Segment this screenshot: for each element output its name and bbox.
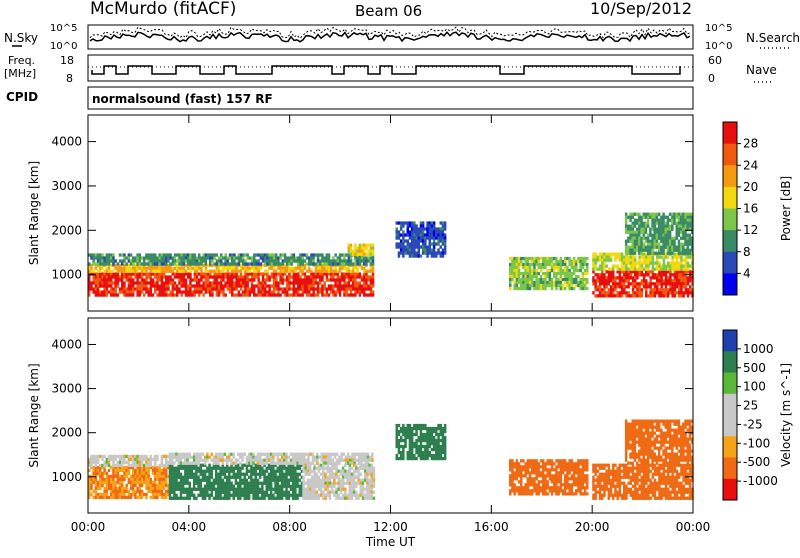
colorbar-swatch	[723, 165, 737, 187]
colorbar-tick-label: 12	[743, 223, 758, 237]
y-tick-label: 2000	[51, 426, 82, 440]
colorbar-swatch	[723, 458, 737, 480]
nsearch-tick-bottom: 10^0	[705, 41, 732, 52]
data-band	[625, 213, 694, 255]
colorbar-tick-label: 4	[743, 266, 751, 280]
nsearch-tick-top: 10^5	[705, 23, 732, 34]
x-tick-label: 00:00	[676, 520, 711, 534]
colorbar-swatch	[723, 144, 737, 166]
nsearch-label: N.Search	[746, 31, 800, 45]
data-band	[625, 420, 694, 465]
cpid-value: normalsound (fast) 157 RF	[92, 92, 273, 106]
x-tick-label: 12:00	[373, 520, 408, 534]
colorbar-label: Velocity [m s^-1]	[779, 363, 793, 467]
freq-label: Freq.	[8, 54, 35, 67]
y-axis-label: Slant Range [km]	[27, 161, 41, 265]
colorbar-swatch	[723, 373, 737, 395]
y-tick-label: 1000	[51, 268, 82, 282]
colorbar-label: Power [dB]	[779, 176, 793, 241]
freq-unit-label: [MHz]	[4, 67, 36, 80]
site-title: McMurdo (fitACF)	[90, 0, 236, 19]
colorbar-tick-label: 1000	[743, 342, 774, 356]
colorbar-tick-label: 100	[743, 380, 766, 394]
colorbar-swatch	[723, 330, 737, 352]
date-title: 10/Sep/2012	[590, 0, 692, 18]
colorbar-tick-label: 500	[743, 361, 766, 375]
freq-tick-top: 18	[60, 54, 74, 67]
colorbar-swatch	[723, 187, 737, 209]
nave-tick-top: 60	[708, 54, 722, 67]
x-tick-label: 04:00	[172, 520, 207, 534]
y-tick-label: 1000	[51, 470, 82, 484]
freq-tick-bottom: 8	[66, 72, 73, 85]
x-axis-label: Time UT	[365, 535, 416, 549]
nsky-tick-bottom: 10^0	[50, 41, 77, 52]
colorbar-tick-label: -25	[743, 417, 763, 431]
power-colorbar: 4 8 12 16 20 24 28 Power [dB]	[723, 122, 793, 296]
x-tick-label: 00:00	[71, 520, 106, 534]
freq-strip-frame	[88, 55, 693, 81]
colorbar-swatch	[723, 122, 737, 144]
nave-tick-bottom: 0	[708, 72, 715, 85]
colorbar-tick-label: -500	[743, 455, 770, 469]
colorbar-swatch	[723, 415, 737, 437]
y-tick-label: 3000	[51, 382, 82, 396]
colorbar-swatch	[723, 394, 737, 416]
power-panel: 1000 2000 3000 4000 Slant Range [km]	[27, 115, 694, 311]
time-axis: 00:00 04:00 08:00 12:00 16:00 20:00 00:00 Time …	[71, 520, 711, 549]
x-tick-label: 08:00	[272, 520, 307, 534]
data-band	[88, 272, 374, 296]
data-band	[348, 244, 375, 256]
nsky-tick-top: 10^5	[50, 23, 77, 34]
x-tick-label: 16:00	[474, 520, 509, 534]
y-axis-label: Slant Range [km]	[27, 363, 41, 467]
beam-title: Beam 06	[355, 2, 422, 20]
colorbar-swatch	[723, 230, 737, 252]
colorbar-tick-label: 24	[743, 158, 758, 172]
x-tick-label: 20:00	[575, 520, 610, 534]
colorbar-swatch	[723, 273, 737, 295]
colorbar-tick-label: 28	[743, 137, 758, 151]
nsky-label: N.Sky	[4, 31, 38, 45]
y-tick-label: 4000	[51, 135, 82, 149]
colorbar-tick-label: -1000	[743, 474, 778, 488]
data-band	[396, 424, 447, 460]
colorbar-tick-label: 20	[743, 180, 758, 194]
velocity-panel: 1000 2000 3000 4000 Slant Range [km]	[27, 318, 694, 513]
colorbar-swatch	[723, 351, 737, 373]
colorbar-swatch	[723, 436, 737, 458]
y-tick-label: 2000	[51, 223, 82, 237]
y-tick-label: 3000	[51, 179, 82, 193]
cpid-label: CPID	[6, 90, 38, 104]
colorbar-tick-label: 25	[743, 399, 758, 413]
colorbar-swatch	[723, 479, 737, 501]
colorbar-tick-label: 8	[743, 245, 751, 259]
colorbar-swatch	[723, 209, 737, 231]
colorbar-swatch	[723, 252, 737, 274]
data-band	[169, 464, 304, 500]
nave-label: Nave	[746, 63, 777, 77]
colorbar-tick-label: -100	[743, 436, 770, 450]
colorbar-tick-label: 16	[743, 202, 758, 216]
y-tick-label: 4000	[51, 337, 82, 351]
